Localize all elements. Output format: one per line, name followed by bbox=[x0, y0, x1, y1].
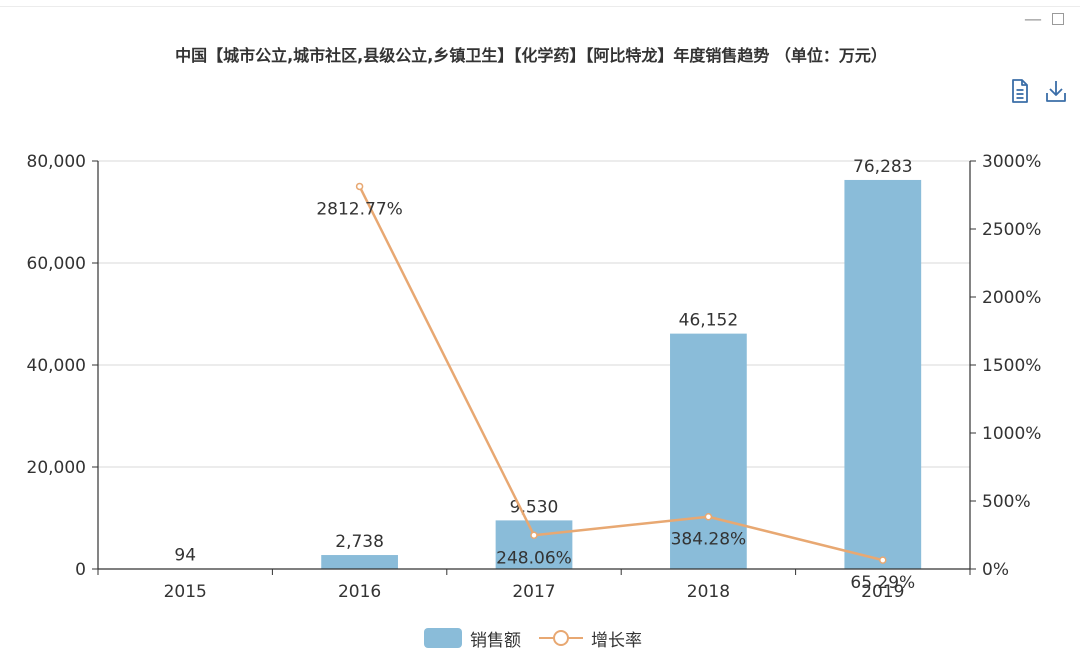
download-icon bbox=[1046, 81, 1066, 102]
growth-point bbox=[879, 556, 887, 564]
x-tick-label: 2015 bbox=[164, 582, 207, 602]
growth-value-label: 248.06% bbox=[496, 548, 572, 568]
minimize-icon[interactable]: — bbox=[1024, 9, 1042, 30]
x-tick-label: 2016 bbox=[338, 582, 381, 602]
growth-value-label: 65.29% bbox=[850, 573, 915, 593]
y-left-tick-label: 0 bbox=[75, 560, 86, 580]
legend-item-growth[interactable]: 增长率 bbox=[539, 626, 642, 651]
growth-line bbox=[358, 185, 884, 562]
growth-point bbox=[530, 531, 538, 540]
legend: 销售额 增长率 bbox=[424, 626, 642, 651]
window-top-border bbox=[0, 6, 1080, 7]
bar bbox=[495, 520, 573, 569]
y-right-tick-label: 2000% bbox=[982, 288, 1041, 308]
y-right-tick-label: 0% bbox=[982, 560, 1009, 580]
y-left-tick-label: 20,000 bbox=[27, 458, 86, 478]
y-right-tick-label: 3000% bbox=[982, 152, 1041, 172]
data-view-button[interactable] bbox=[1008, 78, 1032, 104]
y-right-tick-label: 500% bbox=[982, 492, 1031, 512]
bar bbox=[321, 555, 398, 569]
legend-line-swatch bbox=[539, 630, 583, 646]
bar bbox=[670, 333, 747, 569]
x-tick-label: 2017 bbox=[512, 582, 555, 602]
bar-value-label: 76,283 bbox=[853, 157, 912, 177]
bar-value-label: 94 bbox=[174, 546, 196, 566]
legend-item-sales[interactable]: 销售额 bbox=[424, 626, 521, 651]
bar bbox=[844, 179, 922, 569]
legend-bar-swatch bbox=[424, 628, 462, 648]
save-image-button[interactable] bbox=[1044, 78, 1068, 104]
y-right-tick-label: 1000% bbox=[982, 424, 1041, 444]
y-left-tick-label: 40,000 bbox=[27, 356, 86, 376]
bar-value-label: 46,152 bbox=[679, 311, 738, 331]
legend-label-sales: 销售额 bbox=[470, 630, 521, 651]
x-tick-label: 2019 bbox=[861, 582, 904, 602]
bar-value-label: 2,738 bbox=[335, 532, 384, 552]
x-tick-label: 2018 bbox=[687, 582, 730, 602]
growth-value-label: 2812.77% bbox=[316, 199, 402, 219]
y-left-tick-label: 60,000 bbox=[27, 254, 86, 274]
maximize-icon[interactable] bbox=[1052, 13, 1064, 25]
y-left-tick-label: 80,000 bbox=[27, 152, 86, 172]
growth-point bbox=[355, 182, 364, 191]
y-right-tick-label: 1500% bbox=[982, 356, 1041, 376]
growth-value-label: 384.28% bbox=[671, 530, 747, 550]
chart-title: 中国【城市公立,城市社区,县级公立,乡镇卫生】【化学药】【阿比特龙】年度销售趋势… bbox=[175, 46, 887, 65]
document-icon bbox=[1012, 79, 1028, 103]
legend-label-growth: 增长率 bbox=[591, 630, 642, 651]
y-right-tick-label: 2500% bbox=[982, 220, 1041, 240]
growth-point bbox=[704, 512, 713, 521]
